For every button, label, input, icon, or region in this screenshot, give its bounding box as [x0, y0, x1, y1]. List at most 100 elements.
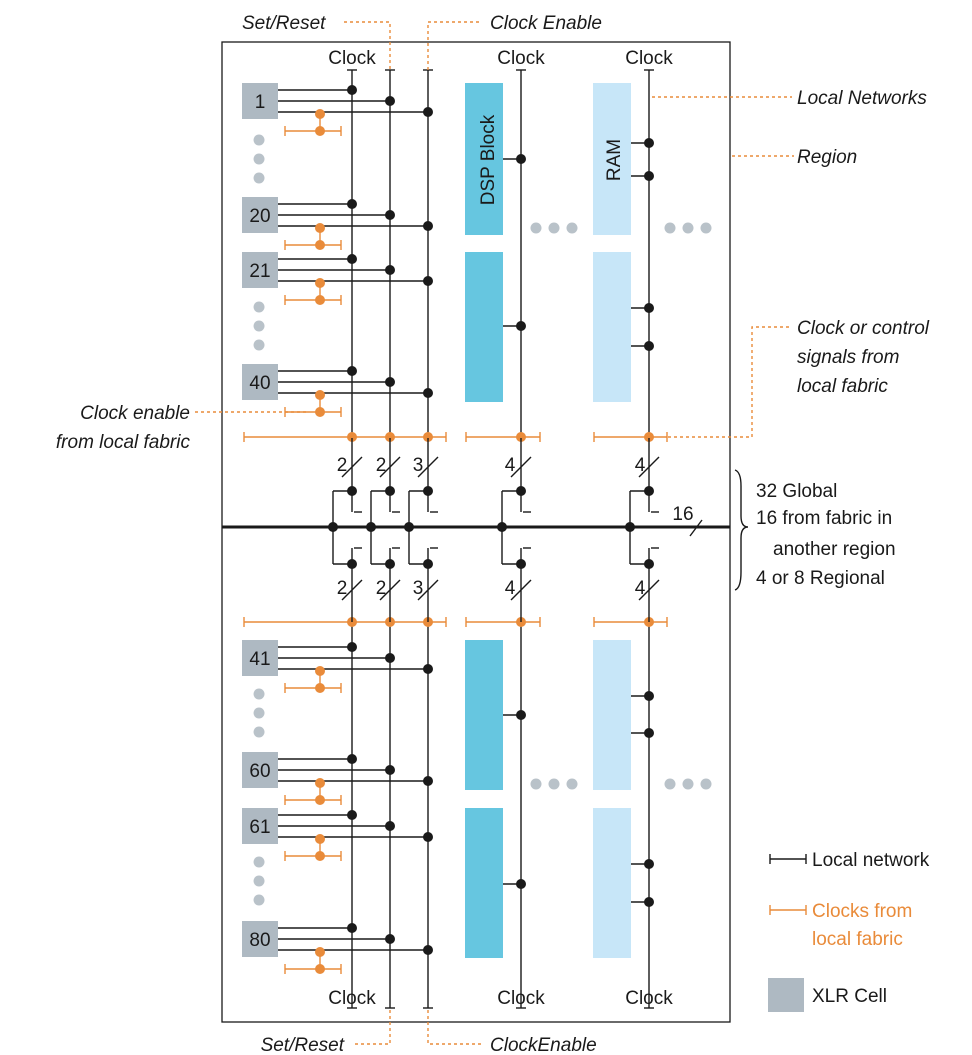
connection-dot	[423, 776, 433, 786]
dsp-block	[465, 808, 503, 958]
dsp-block-label: DSP Block	[478, 114, 499, 205]
connection-dot	[385, 821, 395, 831]
connection-dot	[385, 377, 395, 387]
connection-dot	[497, 522, 507, 532]
fabric-clock-dot	[644, 432, 654, 442]
ellipsis-dot	[682, 778, 694, 790]
connection-dot	[347, 366, 357, 376]
ellipsis-dot	[664, 222, 676, 234]
bus-width-label: 3	[413, 578, 424, 599]
legend-local-network: Local network	[812, 850, 930, 871]
connection-dot	[404, 522, 414, 532]
ram-block-label: RAM	[604, 139, 625, 181]
callout-control-signals: signals from	[797, 347, 899, 368]
bus-width-label: 2	[337, 578, 348, 599]
clock-label: Clock	[497, 48, 545, 69]
connection-dot	[366, 522, 376, 532]
callout-clock-enable-fabric: Clock enable	[80, 403, 190, 424]
ellipsis-dot	[253, 875, 265, 887]
callout-leader	[427, 21, 482, 70]
callout-control-signals: local fabric	[797, 376, 888, 397]
xlr-cell	[242, 252, 278, 288]
ellipsis-dot	[253, 726, 265, 738]
legend-clocks-fabric: Clocks from	[812, 901, 912, 922]
xlr-cell	[242, 808, 278, 844]
connection-dot	[385, 96, 395, 106]
connection-dot	[423, 276, 433, 286]
connection-dot	[516, 879, 526, 889]
connection-dot	[423, 664, 433, 674]
connection-dot	[423, 388, 433, 398]
callout-clock-enable-bottom: ClockEnable	[490, 1035, 597, 1055]
fabric-clock-dot	[423, 432, 433, 442]
callout-leader	[427, 1010, 482, 1045]
xlr-cell-label: 60	[249, 761, 270, 782]
ellipsis-dot	[530, 222, 542, 234]
connection-dot	[516, 154, 526, 164]
connection-dot	[423, 221, 433, 231]
callout-clock-enable-fabric: from local fabric	[56, 432, 191, 453]
bus-width-label: 2	[376, 578, 387, 599]
connection-dot	[644, 691, 654, 701]
legend-clocks-fabric: local fabric	[812, 929, 903, 950]
connection-dot	[385, 265, 395, 275]
xlr-cell-label: 80	[249, 930, 270, 951]
bus-slash	[689, 519, 703, 537]
callout-region: Region	[797, 147, 857, 168]
xlr-cell	[242, 921, 278, 957]
fabric-clock-dot	[347, 432, 357, 442]
xlr-cell	[242, 640, 278, 676]
xlr-cell-label: 41	[249, 649, 270, 670]
legend-xlr-cell: XLR Cell	[812, 986, 887, 1007]
ellipsis-dot	[548, 222, 560, 234]
xlr-cell-label: 21	[249, 261, 270, 282]
dsp-block	[465, 252, 503, 402]
connection-dot	[423, 107, 433, 117]
connection-dot	[625, 522, 635, 532]
clock-label: Clock	[328, 988, 376, 1009]
callout-clock-enable-top: Clock Enable	[490, 13, 602, 34]
global-bus-desc: 4 or 8 Regional	[756, 568, 885, 589]
connection-dot	[423, 945, 433, 955]
clock-label: Clock	[328, 48, 376, 69]
ellipsis-dot	[700, 778, 712, 790]
ellipsis-dot	[253, 339, 265, 351]
ellipsis-dot	[700, 222, 712, 234]
ellipsis-dot	[253, 707, 265, 719]
bus-width-label: 4	[505, 455, 516, 476]
connection-dot	[385, 210, 395, 220]
clock-label: Clock	[625, 48, 673, 69]
ram-block	[593, 252, 631, 402]
legend-xlr-cell-swatch	[768, 978, 804, 1012]
callout-leader	[344, 21, 391, 70]
callout-set-reset-bottom: Set/Reset	[261, 1035, 345, 1055]
connection-dot	[347, 199, 357, 209]
connection-dot	[347, 85, 357, 95]
bus-width-label: 3	[413, 455, 424, 476]
xlr-cell-label: 40	[249, 373, 270, 394]
connection-dot	[385, 765, 395, 775]
callout-local-networks: Local Networks	[797, 88, 927, 109]
bus-width-label: 4	[635, 455, 646, 476]
global-bus-desc: 32 Global	[756, 481, 837, 502]
ellipsis-dot	[253, 172, 265, 184]
callout-leader	[668, 326, 792, 438]
xlr-cell	[242, 83, 278, 119]
bus-width-label: 2	[337, 455, 348, 476]
global-bus-desc: 16 from fabric in	[756, 508, 892, 529]
ram-block	[593, 808, 631, 958]
global-bus-desc: another region	[773, 539, 896, 560]
connection-dot	[644, 728, 654, 738]
ellipsis-dot	[253, 856, 265, 868]
ellipsis-dot	[253, 153, 265, 165]
dsp-block	[465, 83, 503, 235]
connection-dot	[385, 934, 395, 944]
connection-dot	[644, 859, 654, 869]
connection-dot	[644, 171, 654, 181]
bus-width-label: 4	[635, 578, 646, 599]
bus-brace	[734, 469, 749, 591]
ellipsis-dot	[566, 222, 578, 234]
fabric-clock-dot	[516, 432, 526, 442]
ellipsis-dot	[253, 688, 265, 700]
